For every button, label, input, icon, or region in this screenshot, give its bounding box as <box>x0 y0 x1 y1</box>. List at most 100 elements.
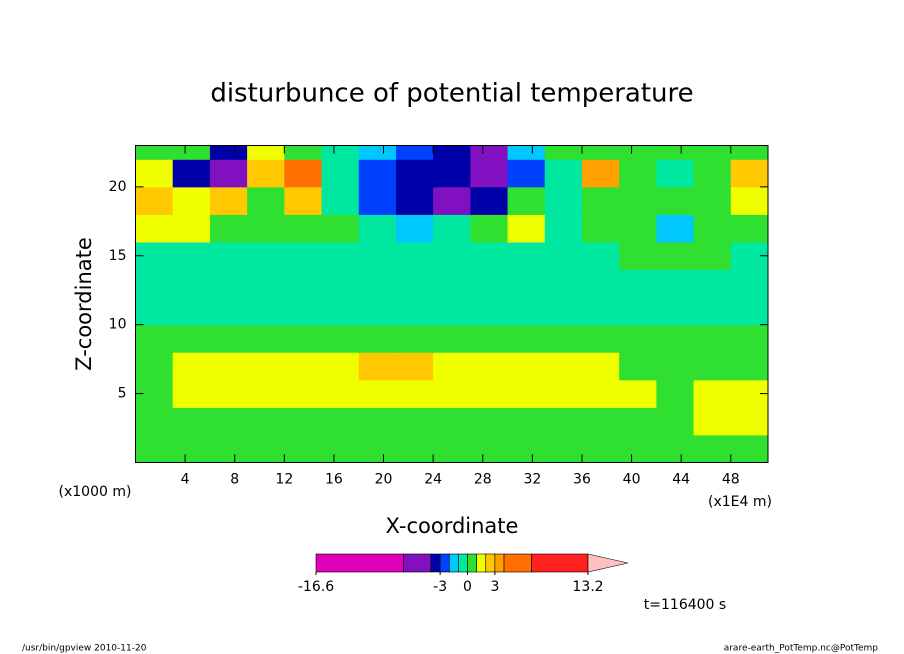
field-cell <box>730 145 769 160</box>
field-cell <box>172 379 211 408</box>
field-cell <box>507 145 546 160</box>
field-cell <box>321 324 360 353</box>
field-cell <box>544 379 583 408</box>
field-cell <box>358 159 397 188</box>
x-tick-label: 36 <box>573 472 591 488</box>
field-cell <box>730 297 769 326</box>
field-cell <box>172 407 211 436</box>
field-cell <box>433 324 471 353</box>
field-cell <box>358 145 397 160</box>
field-cell <box>321 145 360 160</box>
field-cell <box>395 352 434 381</box>
footer-left: /usr/bin/gpview 2010-11-20 <box>22 644 147 654</box>
field-cell <box>209 297 248 326</box>
field-cell <box>433 241 471 271</box>
x-tick-label: 28 <box>474 472 492 488</box>
field-cell <box>693 297 732 326</box>
field-cell <box>544 352 583 381</box>
field-cell <box>321 214 360 243</box>
colorbar-segment <box>448 553 459 573</box>
field-cell <box>581 297 620 326</box>
field-cell <box>209 186 248 215</box>
colorbar-segment <box>531 553 589 573</box>
field-cell <box>730 214 769 243</box>
field-cell <box>172 297 211 326</box>
field-cell <box>247 186 285 215</box>
field-cell <box>470 352 509 381</box>
field-cell <box>656 241 695 271</box>
colorbar-segment <box>494 553 505 573</box>
field-cell <box>247 379 285 408</box>
field-cell <box>693 214 732 243</box>
field-cell <box>433 352 471 381</box>
field-cell <box>172 186 211 215</box>
field-cell <box>693 159 732 188</box>
x-tick-label: 48 <box>722 472 740 488</box>
field-cell <box>247 297 285 326</box>
field-cell <box>172 241 211 271</box>
x-tick-label: 16 <box>325 472 343 488</box>
field-cell <box>209 214 248 243</box>
field-cell <box>507 297 546 326</box>
field-cell <box>581 407 620 436</box>
field-cell <box>656 214 695 243</box>
field-cell <box>581 434 620 463</box>
field-cell <box>581 241 620 271</box>
colorbar-over <box>587 553 629 573</box>
colorbar-tick-label: -3 <box>433 579 447 595</box>
x-tick-label: 4 <box>181 472 190 488</box>
field-cell <box>730 186 769 215</box>
colorbar-tick-label: -16.6 <box>298 579 334 595</box>
field-cell <box>730 352 769 381</box>
field-cell <box>321 434 360 463</box>
field-cell <box>656 324 695 353</box>
field-cell <box>209 324 248 353</box>
field-cell <box>321 159 360 188</box>
field-cell <box>321 241 360 271</box>
field-cell <box>619 407 657 436</box>
field-cell <box>544 407 583 436</box>
field-cell <box>507 186 546 215</box>
field-cell <box>135 269 174 298</box>
field-cell <box>619 352 657 381</box>
colorbar-segment <box>467 553 477 573</box>
x-axis-label: X-coordinate <box>386 514 519 538</box>
field-cell <box>544 241 583 271</box>
field-cell <box>358 186 397 215</box>
x-tick-label: 20 <box>375 472 393 488</box>
field-cell <box>135 434 174 463</box>
field-cell <box>581 159 620 188</box>
colorbar-segment <box>403 553 432 573</box>
field-cell <box>619 269 657 298</box>
field-cell <box>135 297 174 326</box>
field-cell <box>619 241 657 271</box>
field-cell <box>358 352 397 381</box>
field-cell <box>395 145 434 160</box>
field-cell <box>656 159 695 188</box>
colorbar-tick-label: 13.2 <box>572 579 603 595</box>
field-cell <box>433 379 471 408</box>
field-cell <box>433 407 471 436</box>
field-cell <box>321 407 360 436</box>
field-cell <box>470 186 509 215</box>
field-cell <box>247 352 285 381</box>
y-tick-label: 20 <box>109 179 127 195</box>
field-cell <box>656 379 695 408</box>
x-tick-label: 8 <box>230 472 239 488</box>
y-unit: (x1000 m) <box>59 484 132 500</box>
field-cell <box>358 324 397 353</box>
field-cell <box>507 241 546 271</box>
field-cell <box>135 407 174 436</box>
field-cell <box>358 379 397 408</box>
field-cell <box>544 269 583 298</box>
colorbar-tick-label: 0 <box>463 579 472 595</box>
field-cell <box>656 297 695 326</box>
field-cell <box>581 145 620 160</box>
colorbar-segment <box>315 553 404 573</box>
colorbar-tick-label: 3 <box>490 579 499 595</box>
field-cell <box>284 407 323 436</box>
field-cell <box>544 434 583 463</box>
y-tick-label: 15 <box>109 248 127 264</box>
field-cell <box>470 269 509 298</box>
